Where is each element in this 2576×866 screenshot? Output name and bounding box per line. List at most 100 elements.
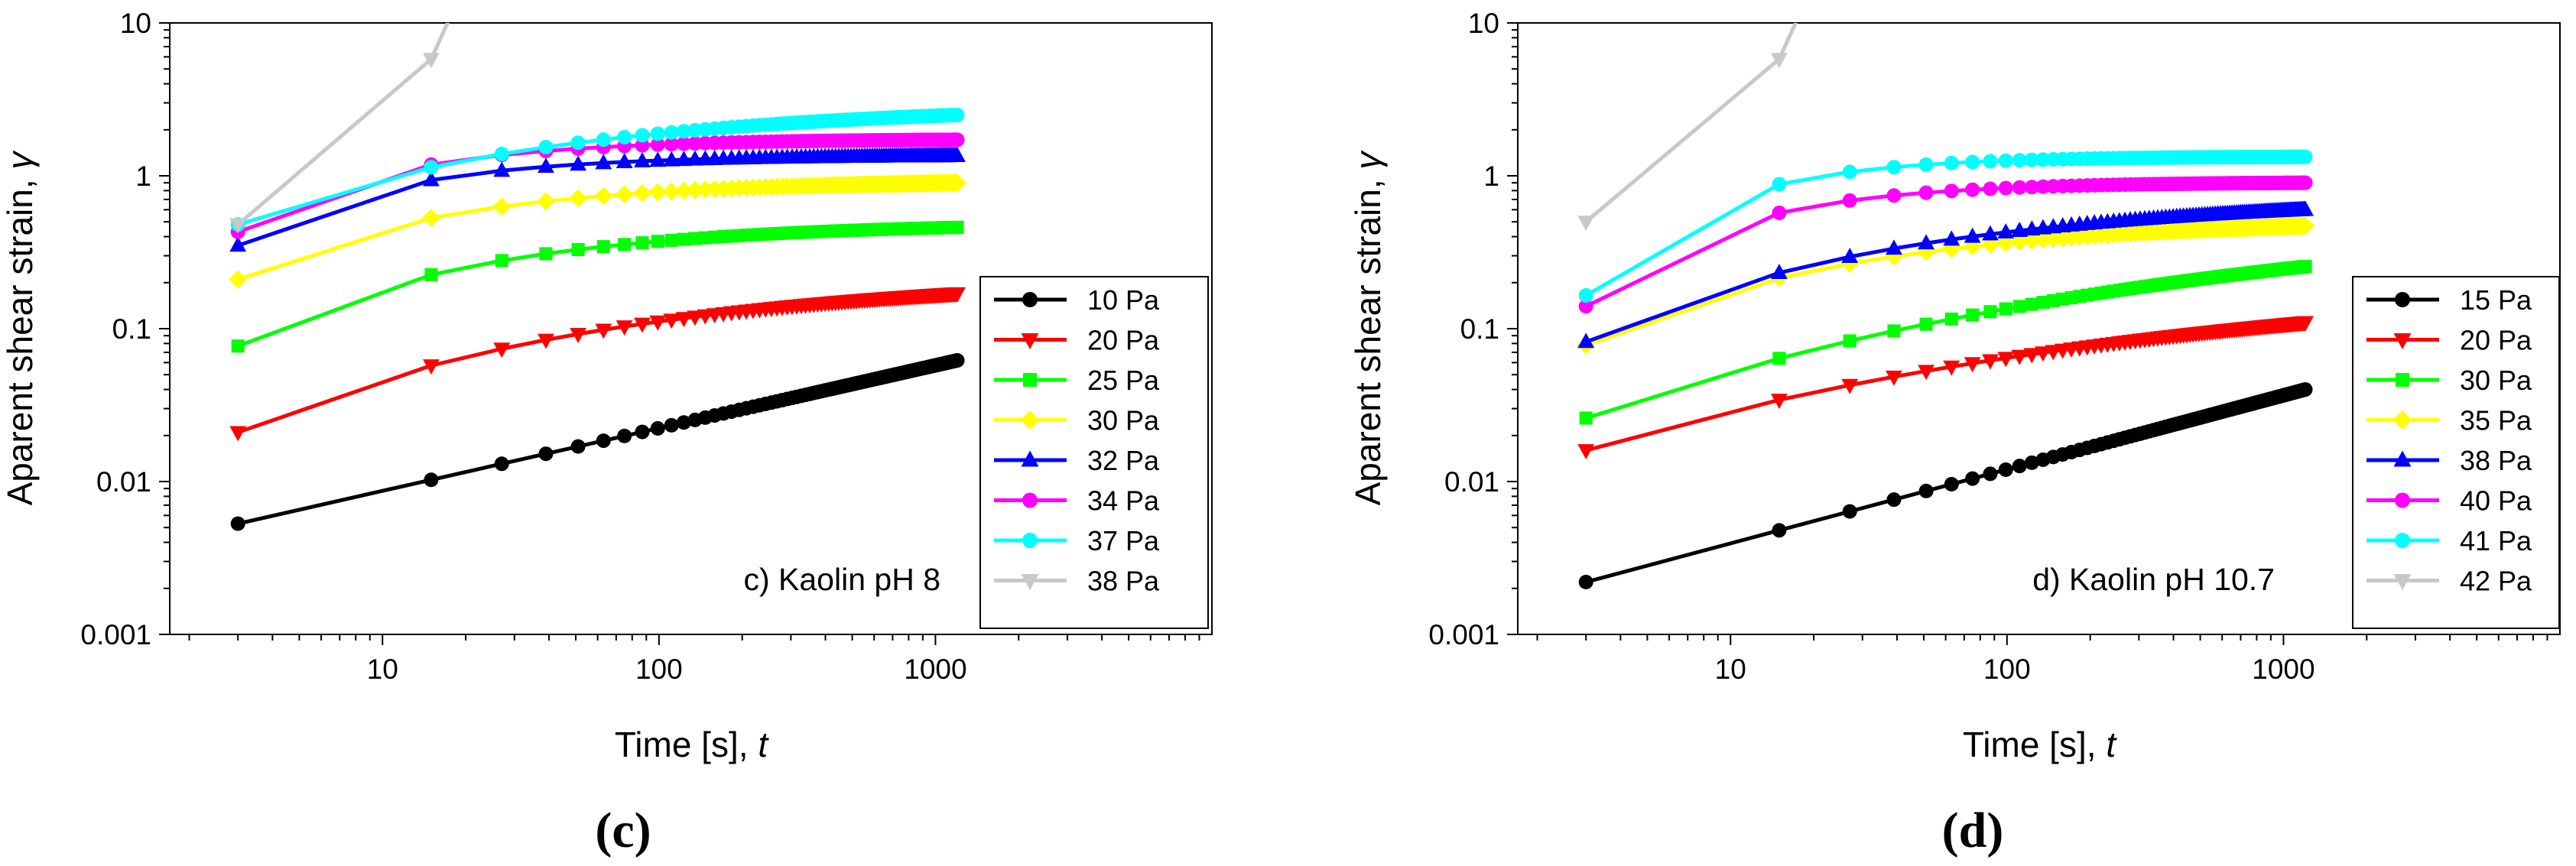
data-point [1579,411,1593,425]
legend-item: 15 Pa [2366,284,2532,316]
data-point [651,235,664,248]
data-point [1841,378,1859,394]
legend-label: 37 Pa [1087,525,1160,556]
data-point [2012,153,2027,168]
data-point [2024,455,2039,470]
data-point [676,136,691,151]
data-point [1918,157,1934,172]
data-point [596,132,611,148]
series-line [1585,264,2306,420]
data-point [675,312,693,328]
data-point [1841,248,1859,264]
data-point [538,446,554,462]
data-point [950,132,965,148]
data-point [423,359,440,375]
legend-item: 25 Pa [994,365,1160,396]
data-point [2024,152,2039,167]
legend-marker [2395,533,2410,548]
data-point [1997,223,2015,239]
data-point [635,236,649,250]
data-point [1944,155,1959,170]
data-point [1771,394,1788,410]
series-20-pa [229,287,966,442]
data-point [635,128,650,143]
y-tick-label: 10 [1468,8,1499,39]
data-point [570,155,587,171]
legend-item: 20 Pa [994,325,1160,356]
legend-label: 15 Pa [2460,284,2532,316]
data-point [423,53,440,69]
legend-item: 34 Pa [994,485,1160,517]
legend-marker [1021,450,1039,467]
data-point [2035,179,2051,194]
data-point [1965,471,1980,486]
series-38-pa [229,23,450,234]
legend-marker [2392,410,2412,430]
data-point [1842,164,1857,180]
data-point [635,424,650,439]
data-point [2297,316,2314,332]
data-point [674,181,694,200]
data-point [570,327,587,343]
data-point [424,268,438,281]
legend-marker [1021,333,1039,349]
chart-panel-d: 10 100 1000 0.001 0.01 0.1 1 10 Aparent shear s… [1348,8,2561,858]
data-point [537,192,555,211]
data-point [650,137,665,152]
legend-marker [2393,333,2412,349]
axes-d: 10 100 1000 0.001 0.01 0.1 1 10 [1428,8,2548,685]
data-point [595,154,612,170]
series-38-pa [1577,200,2314,349]
data-point [2012,459,2027,474]
data-point [1578,288,1593,303]
data-point [2298,175,2313,190]
legend-marker [1022,292,1038,307]
data-point [1998,153,2013,168]
legend-marker [1022,492,1038,508]
data-point [950,107,965,122]
data-point [2012,180,2027,195]
data-point [1983,305,1997,319]
data-point [1578,299,1593,314]
data-point [676,415,691,430]
data-point [2298,149,2313,164]
data-point [1772,205,1787,220]
x-axis-label-c: Time [s], t [615,725,769,764]
legend-marker [1022,533,1038,548]
legend-marker [1021,574,1039,590]
x-tick-label: 100 [1983,654,2031,685]
data-point [1944,183,1959,199]
data-point [662,182,681,201]
data-point [1771,264,1788,279]
data-point [595,323,612,339]
legend-label: 40 Pa [2460,485,2532,517]
data-point [495,254,508,268]
series-32-pa [229,147,966,252]
data-point [1577,444,1595,460]
legend-marker [2393,450,2412,467]
data-point [1944,477,1959,492]
legend-label: 38 Pa [2460,445,2532,476]
data-point [618,238,632,251]
y-tick-label: 0.001 [80,619,151,650]
data-point [570,439,586,454]
data-point [1918,185,1934,200]
legend-item: 35 Pa [2366,405,2532,436]
legend-marker [2395,492,2410,508]
data-point [1964,357,1981,373]
legend-marker [2395,292,2410,307]
data-point [2298,260,2312,274]
x-axis-label-d: Time [s], t [1963,725,2117,764]
data-point [2011,349,2029,365]
data-point [1964,227,1981,243]
data-point [648,183,668,202]
data-point [538,333,554,349]
data-point [229,236,247,252]
data-point [2035,346,2051,362]
data-point [422,209,440,227]
data-point [675,151,693,167]
data-point [1919,317,1933,331]
legend-label: 32 Pa [1087,445,1160,476]
data-point [634,152,651,167]
data-point [1999,302,2012,316]
